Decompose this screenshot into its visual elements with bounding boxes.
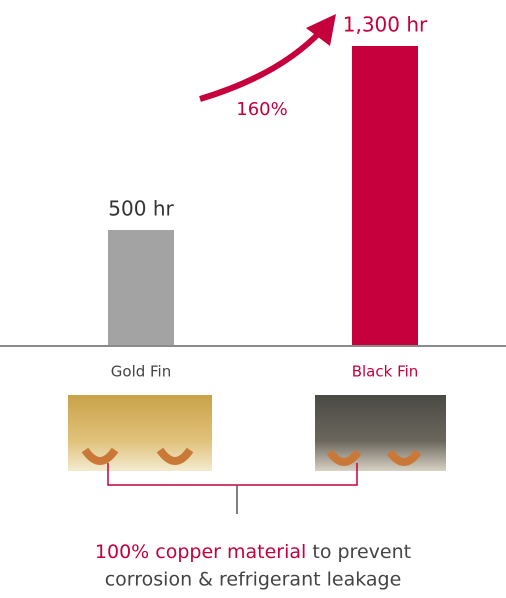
value-label: 500 hr: [108, 197, 174, 221]
caption-text: to prevent: [312, 541, 411, 563]
black-fin-photo: [315, 395, 446, 471]
caption-highlight: 100% copper material: [95, 541, 306, 563]
value-label: 1,300 hr: [343, 13, 428, 37]
caption-line: 100% copper material to prevent: [95, 541, 411, 563]
category-label: Gold Fin: [111, 363, 171, 381]
arrow-head: [306, 14, 336, 46]
growth-arrow: [199, 27, 325, 102]
bar: [108, 230, 174, 345]
category-label: Black Fin: [352, 363, 419, 381]
annotation: 160%: [236, 99, 287, 120]
connector: [107, 463, 358, 486]
bar: [352, 46, 418, 345]
caption-line: corrosion & refrigerant leakage: [105, 569, 402, 591]
gold-fin-photo: [68, 395, 212, 471]
